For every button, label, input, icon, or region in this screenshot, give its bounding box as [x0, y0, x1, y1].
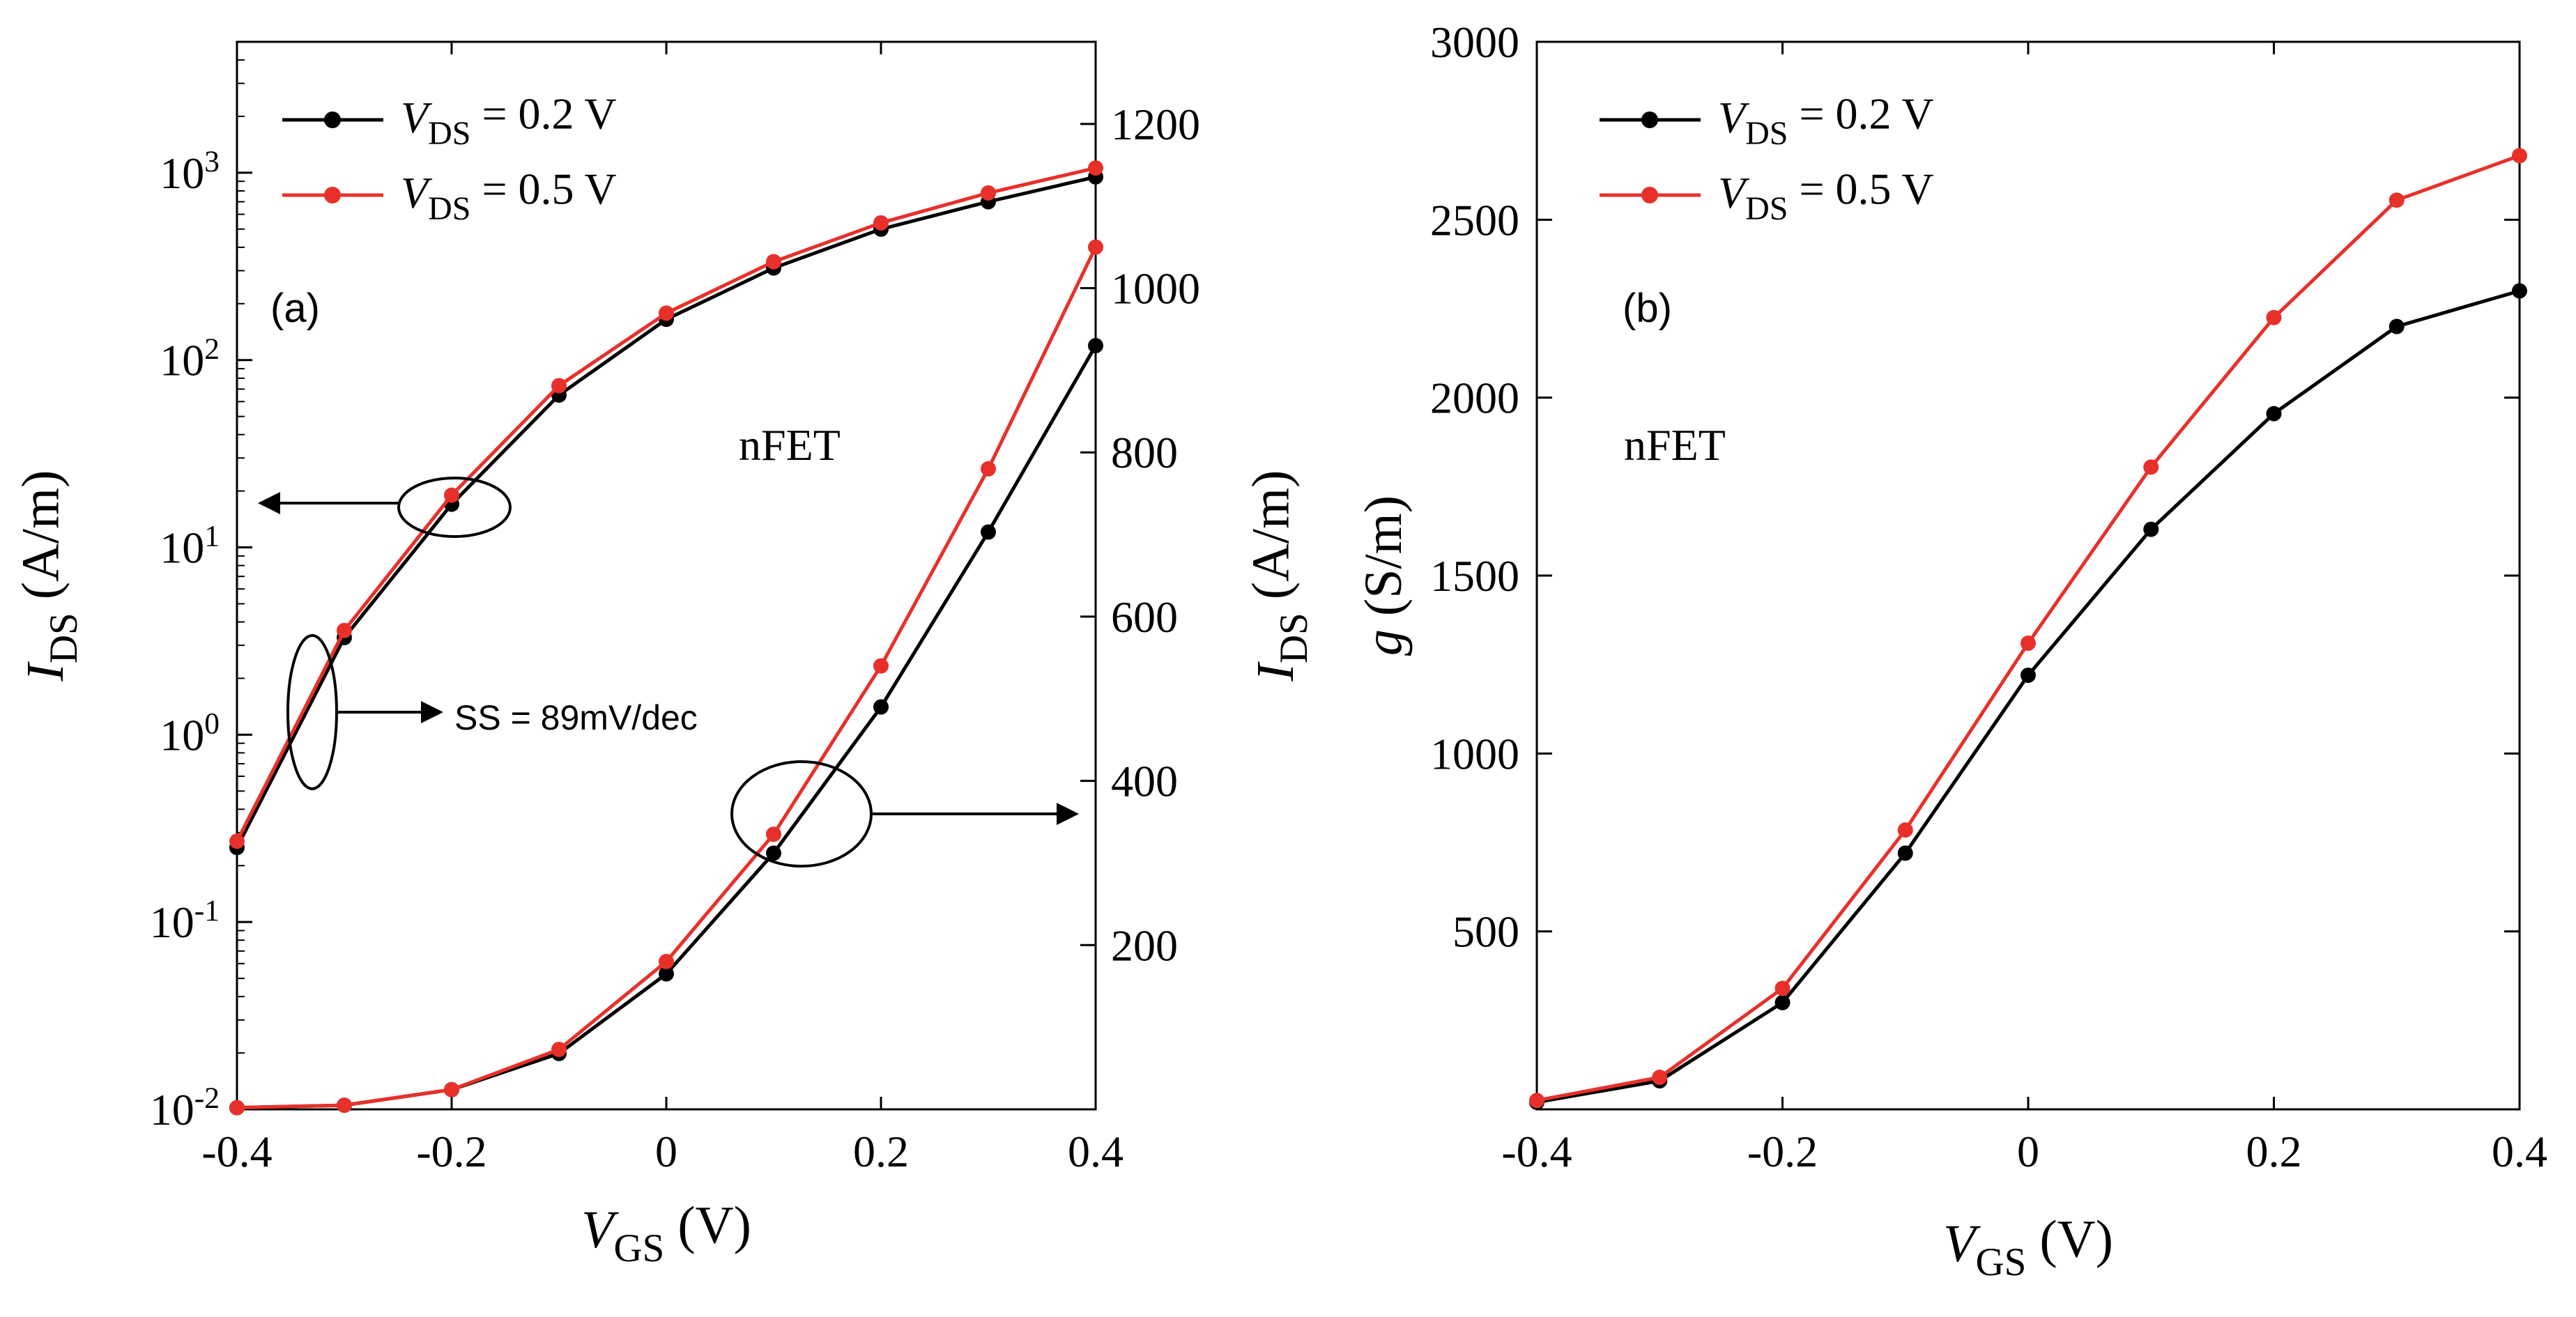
x-tick-label-a-1: -0.2: [416, 1127, 486, 1176]
series-marker-b-0-2: [1774, 994, 1791, 1010]
circle-left-axis: [397, 477, 512, 538]
device-label-b: nFET: [1624, 420, 1726, 470]
y-tick-label-left-a-0: 103: [160, 145, 220, 198]
panel-label-b: (b): [1623, 286, 1672, 331]
y-tick-label-left-a-4: 10-1: [150, 894, 220, 947]
y-tick-label-b-3: 2000: [1430, 373, 1519, 423]
x-tick-label-a-3: 0.2: [853, 1127, 909, 1176]
series-marker-a-3-7: [981, 461, 996, 477]
series-marker-b-0-4: [2021, 667, 2036, 683]
series-marker-b-0-7: [2389, 318, 2405, 334]
y-tick-label-right-a-5: 1200: [1111, 100, 1200, 149]
y-tick-label-b-0: 500: [1452, 907, 1519, 957]
series-marker-a-2-6: [873, 699, 889, 715]
plot-frame-b: [1535, 40, 2521, 1111]
y-tick-label-b-4: 2500: [1430, 195, 1519, 245]
series-marker-b-1-1: [1652, 1070, 1668, 1086]
panel-b: -0.4 -0.2 0 0.2 0.4 500 1000 1500 2000 2500 3000 VG…: [1354, 17, 2547, 1284]
series-marker-b-1-5: [2143, 459, 2159, 475]
x-tick-label-b-3: 0.2: [2246, 1127, 2302, 1176]
series-marker-b-0-3: [1897, 845, 1913, 861]
y-tick-label-right-a-2: 600: [1111, 592, 1178, 642]
panel-a: -0.4 -0.2 0 0.2 0.4 103 102 101 100 10-1 10-2 200 40…: [11, 40, 1316, 1270]
y-tick-label-right-a-1: 400: [1111, 757, 1178, 806]
series-line-b-0: [1536, 289, 2520, 1104]
y-tick-label-left-a-5: 10-2: [150, 1081, 220, 1134]
x-tick-label-b-2: 0: [2017, 1127, 2039, 1176]
y-axis-label-b: g (S/m): [1354, 495, 1413, 656]
x-tick-label-b-0: -0.4: [1501, 1127, 1572, 1176]
panel-label-a: (a): [270, 286, 320, 331]
legend-b-label-0: VDS = 0.2 V: [1718, 88, 1934, 151]
x-tick-label-a-4: 0.4: [1068, 1127, 1124, 1176]
series-marker-a-3-2: [444, 1081, 459, 1098]
legend-b-marker-1: [1641, 187, 1658, 203]
series-marker-b-1-2: [1774, 980, 1791, 996]
legend-a-label-0: VDS = 0.2 V: [401, 88, 617, 151]
series-marker-a-1-7: [981, 185, 996, 201]
series-marker-a-1-4: [659, 305, 674, 321]
series-marker-a-3-0: [229, 1100, 245, 1116]
series-marker-b-1-0: [1529, 1093, 1544, 1109]
series-marker-a-2-7: [981, 524, 996, 540]
y-tick-label-left-a-2: 101: [160, 520, 220, 573]
series-marker-a-2-4: [659, 966, 674, 982]
legend-b-label-1: VDS = 0.5 V: [1718, 164, 1934, 226]
legend-a-marker-1: [324, 187, 341, 203]
y-tick-label-right-a-0: 200: [1111, 921, 1178, 970]
circle-ss: [286, 634, 338, 790]
series-marker-b-1-3: [1897, 822, 1913, 838]
series-marker-b-0-5: [2143, 521, 2159, 537]
series-marker-a-3-8: [1088, 239, 1103, 255]
series-marker-a-1-0: [229, 833, 245, 849]
series-marker-b-1-6: [2266, 309, 2282, 325]
y-tick-label-left-a-1: 102: [160, 332, 220, 385]
y-axis-label-right-a: IDS (A/m): [1241, 470, 1316, 682]
series-marker-a-3-5: [766, 826, 781, 842]
y-tick-label-left-a-3: 100: [160, 707, 220, 760]
legend-a-label-1: VDS = 0.5 V: [401, 164, 617, 226]
y-tick-label-right-a-3: 800: [1111, 428, 1178, 477]
series-line-b-1: [1536, 154, 2520, 1102]
ss-annotation: SS = 89mV/dec: [454, 698, 698, 737]
y-tick-label-b-1: 1000: [1430, 729, 1519, 778]
x-tick-label-b-4: 0.4: [2492, 1127, 2547, 1176]
series-marker-a-1-8: [1088, 160, 1103, 176]
series-line-a-0: [235, 175, 1096, 849]
x-axis-label-b: VGS (V): [1943, 1210, 2113, 1284]
series-marker-a-1-3: [551, 378, 567, 394]
x-tick-label-a-0: -0.4: [201, 1127, 272, 1176]
series-marker-a-3-4: [659, 953, 674, 969]
series-marker-b-0-6: [2266, 406, 2282, 422]
plot-frame-a: [236, 40, 1097, 1111]
series-marker-a-1-2: [444, 487, 459, 503]
x-tick-label-b-1: -0.2: [1747, 1127, 1818, 1176]
series-marker-a-1-6: [873, 215, 889, 231]
series-marker-a-3-3: [551, 1041, 567, 1057]
device-label-a: nFET: [739, 420, 841, 470]
y-tick-label-right-a-4: 1000: [1111, 264, 1200, 314]
legend-a-marker-0: [324, 111, 341, 128]
series-marker-a-3-6: [873, 658, 889, 674]
series-marker-a-2-5: [766, 845, 781, 861]
series-marker-a-2-8: [1088, 338, 1103, 354]
series-marker-b-0-8: [2512, 283, 2527, 299]
series-marker-b-1-4: [2021, 636, 2036, 652]
y-axis-label-left-a: IDS (A/m): [11, 470, 86, 682]
series-marker-b-1-8: [2512, 148, 2527, 164]
series-marker-b-1-7: [2389, 192, 2405, 208]
y-tick-label-b-2: 1500: [1430, 551, 1519, 601]
y-tick-label-b-5: 3000: [1430, 17, 1519, 67]
series-marker-a-1-1: [337, 622, 352, 638]
legend-b-marker-0: [1641, 111, 1658, 128]
x-axis-label-a: VGS (V): [581, 1196, 751, 1270]
x-tick-label-a-2: 0: [655, 1127, 677, 1176]
series-marker-a-3-1: [337, 1098, 352, 1114]
series-marker-a-1-5: [766, 254, 781, 270]
